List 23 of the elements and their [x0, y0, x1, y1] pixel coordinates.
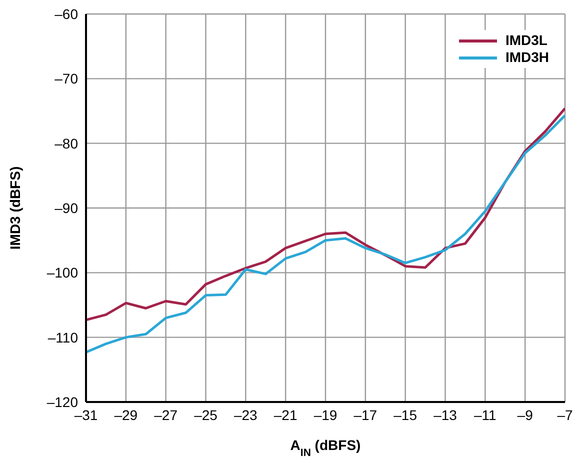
x-tick-label: –11: [474, 406, 497, 423]
y-tick-label: –110: [48, 329, 78, 346]
x-tick-label: –27: [154, 406, 178, 423]
legend-label: IMD3L: [505, 32, 548, 49]
x-tick-label: –21: [274, 406, 298, 423]
y-tick-label: –100: [46, 264, 78, 281]
line-series: [86, 114, 565, 354]
x-tick-label: –25: [194, 406, 218, 423]
x-tick-label: –9: [517, 406, 534, 423]
y-tick-label: –90: [54, 200, 78, 216]
legend-label: IMD3H: [505, 49, 549, 66]
x-tick-label: –23: [234, 406, 258, 423]
y-tick-label: –60: [54, 6, 78, 22]
y-tick-label: –70: [54, 70, 78, 87]
x-tick-label: –19: [314, 406, 338, 423]
x-tick-label: –7: [557, 406, 573, 423]
y-tick-label: –80: [54, 135, 78, 152]
y-axis-title: IMD3 (dBFS): [7, 166, 23, 250]
x-tick-label: –17: [354, 406, 378, 423]
x-tick-label: –13: [434, 406, 458, 423]
x-tick-label: –29: [114, 406, 138, 423]
x-axis-title: A$_{IN}$ (dBFS): [290, 437, 361, 457]
x-tick-label: –15: [394, 406, 418, 423]
